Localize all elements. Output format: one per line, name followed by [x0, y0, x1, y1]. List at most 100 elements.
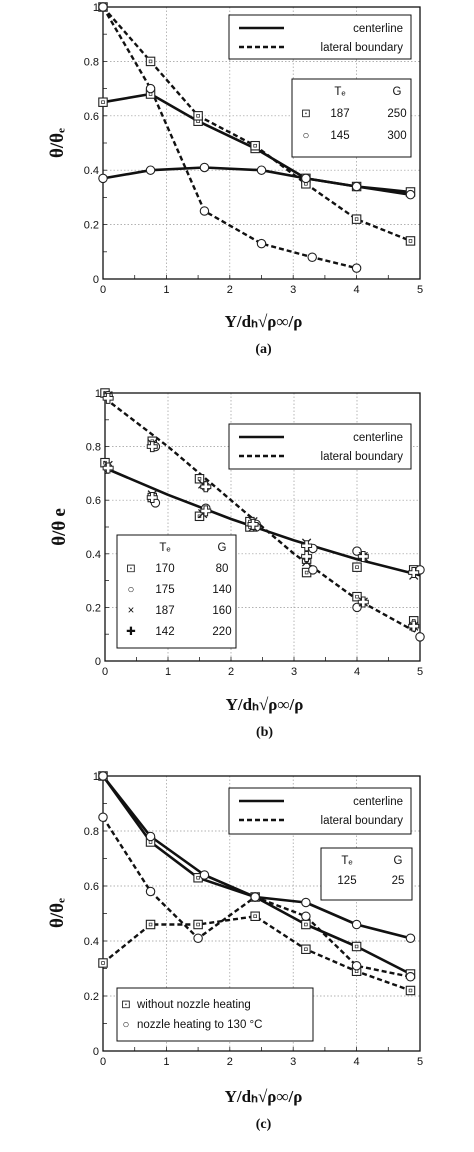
- p2-point-plus: [146, 492, 158, 504]
- p3-legend-box: [228, 787, 412, 835]
- p3-panel-caption: (c): [256, 1117, 272, 1132]
- p2-x-tick-label: 2: [228, 666, 234, 678]
- p3-point-circle: [145, 831, 156, 842]
- p2-point-square-inner: [304, 570, 309, 575]
- p3-table-header-g: G: [394, 855, 403, 867]
- p1-point-circle: [307, 252, 317, 262]
- p2-point-plus: [408, 567, 420, 579]
- p1-table-te-value: 187: [330, 108, 349, 120]
- p2-point-plus: [146, 441, 158, 453]
- p3-point-circle: [301, 911, 311, 921]
- p2-plot-frame: [104, 392, 421, 662]
- p1-table-header-te: Tₑ: [334, 86, 345, 98]
- p2-x-tick-label: 4: [354, 666, 360, 678]
- p3-point-square-inner: [408, 988, 413, 993]
- p3-marker-legend-symbol: ⊡: [121, 999, 131, 1011]
- p2-x-tick-label: 5: [417, 666, 423, 678]
- p3-legend-label-lateral-boundary: lateral boundary: [321, 815, 404, 827]
- p2-point-plus: [102, 392, 114, 404]
- p2-legend-box: [228, 423, 412, 470]
- p2-table-symbol: ×: [128, 605, 135, 617]
- p2-table-te-value: 170: [155, 563, 174, 575]
- p1-y-tick-label: 0.4: [84, 165, 99, 177]
- p3-y-axis-label: θ/θₑ: [47, 898, 68, 928]
- p3-x-tick-label: 0: [100, 1056, 106, 1068]
- p1-y-tick-label: 0: [93, 274, 99, 286]
- p1-x-tick-label: 1: [163, 284, 169, 296]
- p2-y-tick-label: 0.6: [86, 495, 101, 507]
- p2-y-axis-label-text: θ/θ: [49, 521, 70, 546]
- p1-plot-frame: [102, 6, 421, 280]
- p1-x-tick-label: 0: [100, 284, 106, 296]
- p2-point-plus: [301, 550, 313, 562]
- p1-y-tick-label: 0.8: [84, 56, 99, 68]
- p1-y-tick-label: 1: [93, 2, 99, 14]
- p2-point-circle: [415, 632, 425, 642]
- p3-y-tick-label: 0.4: [84, 936, 99, 948]
- p1-x-tick-label: 5: [417, 284, 423, 296]
- p3-x-tick-label: 5: [417, 1056, 423, 1068]
- p3-x-tick-label: 3: [290, 1056, 296, 1068]
- p1-panel-caption: (a): [255, 342, 272, 357]
- p1-x-tick-label: 2: [227, 284, 233, 296]
- p1-table-symbol: ○: [303, 130, 310, 142]
- p3-point-circle: [301, 897, 311, 908]
- p1-point-square-inner: [196, 114, 200, 118]
- p2-point-plus: [200, 505, 212, 517]
- p2-fit-centerline: [104, 466, 421, 577]
- p3-x-tick-label: 1: [163, 1056, 169, 1068]
- p3-point-circle: [199, 870, 210, 880]
- p1-y-tick-label: 0.6: [84, 111, 99, 123]
- p1-table-g-value: 300: [387, 130, 406, 142]
- p1-x-tick-label: 4: [354, 284, 360, 296]
- p2-x-axis-label: Y/dₕ√ρ∞/ρ: [226, 695, 304, 714]
- p2-table-g-value: 160: [212, 605, 231, 617]
- p2-table-g-value: 140: [212, 584, 231, 596]
- p3-marker-legend-label: nozzle heating to 130 °C: [137, 1019, 262, 1031]
- p3-y-tick-label: 0.8: [84, 826, 99, 838]
- p2-point-plus: [408, 620, 420, 632]
- p1-point-circle: [351, 181, 362, 192]
- p3-point-square-inner: [304, 922, 308, 927]
- p3-plot-frame: [102, 775, 421, 1052]
- p3-point-square-inner: [354, 944, 359, 949]
- p2-point-plus: [357, 550, 369, 562]
- p1-legend-label-centerline: centerline: [353, 23, 403, 35]
- p3-marker-legend-label: without nozzle heating: [136, 999, 251, 1011]
- p1-series-lateral-boundary-circle: [101, 6, 357, 270]
- p2-point-circle: [352, 546, 362, 556]
- p3-table-box: [320, 847, 413, 901]
- p1-point-circle: [301, 173, 311, 184]
- p3-point-circle: [351, 919, 362, 930]
- p3-legend-label-centerline: centerline: [353, 796, 403, 808]
- p2-table-symbol: ⊡: [126, 563, 136, 575]
- p2-point-plus: [102, 462, 114, 474]
- p1-table-header-g: G: [393, 86, 402, 98]
- p3-point-circle: [145, 886, 156, 897]
- p1-point-circle: [199, 206, 210, 216]
- p3-point-square-inner: [148, 922, 153, 927]
- p2-point-square-inner: [197, 477, 202, 481]
- p2-legend-label-centerline: centerline: [353, 432, 403, 444]
- p2-y-tick-label: 1: [95, 388, 101, 400]
- p2-y-tick-label: 0: [95, 656, 101, 668]
- p3-x-tick-label: 2: [227, 1056, 233, 1068]
- p2-table-te-value: 142: [155, 626, 174, 638]
- p2-point-square-inner: [355, 565, 359, 569]
- p3-point-square-inner: [101, 961, 105, 965]
- p2-point-circle: [308, 565, 318, 575]
- p3-point-circle: [351, 960, 362, 971]
- p1-point-circle: [98, 173, 108, 184]
- p3-table-header-te: Tₑ: [341, 855, 352, 867]
- p2-point-plus: [301, 540, 313, 552]
- p1-x-tick-label: 3: [290, 284, 296, 296]
- p2-y-axis-label: θ/θ e: [49, 508, 70, 546]
- p2-y-tick-label: 0.4: [86, 549, 101, 561]
- p3-x-tick-label: 4: [354, 1056, 360, 1068]
- p2-x-tick-label: 0: [102, 666, 108, 678]
- p2-table-header-g: G: [218, 542, 227, 554]
- p1-point-circle: [256, 165, 267, 175]
- p3-table-te-value: 125: [337, 875, 356, 887]
- p1-table-g-value: 250: [387, 108, 406, 120]
